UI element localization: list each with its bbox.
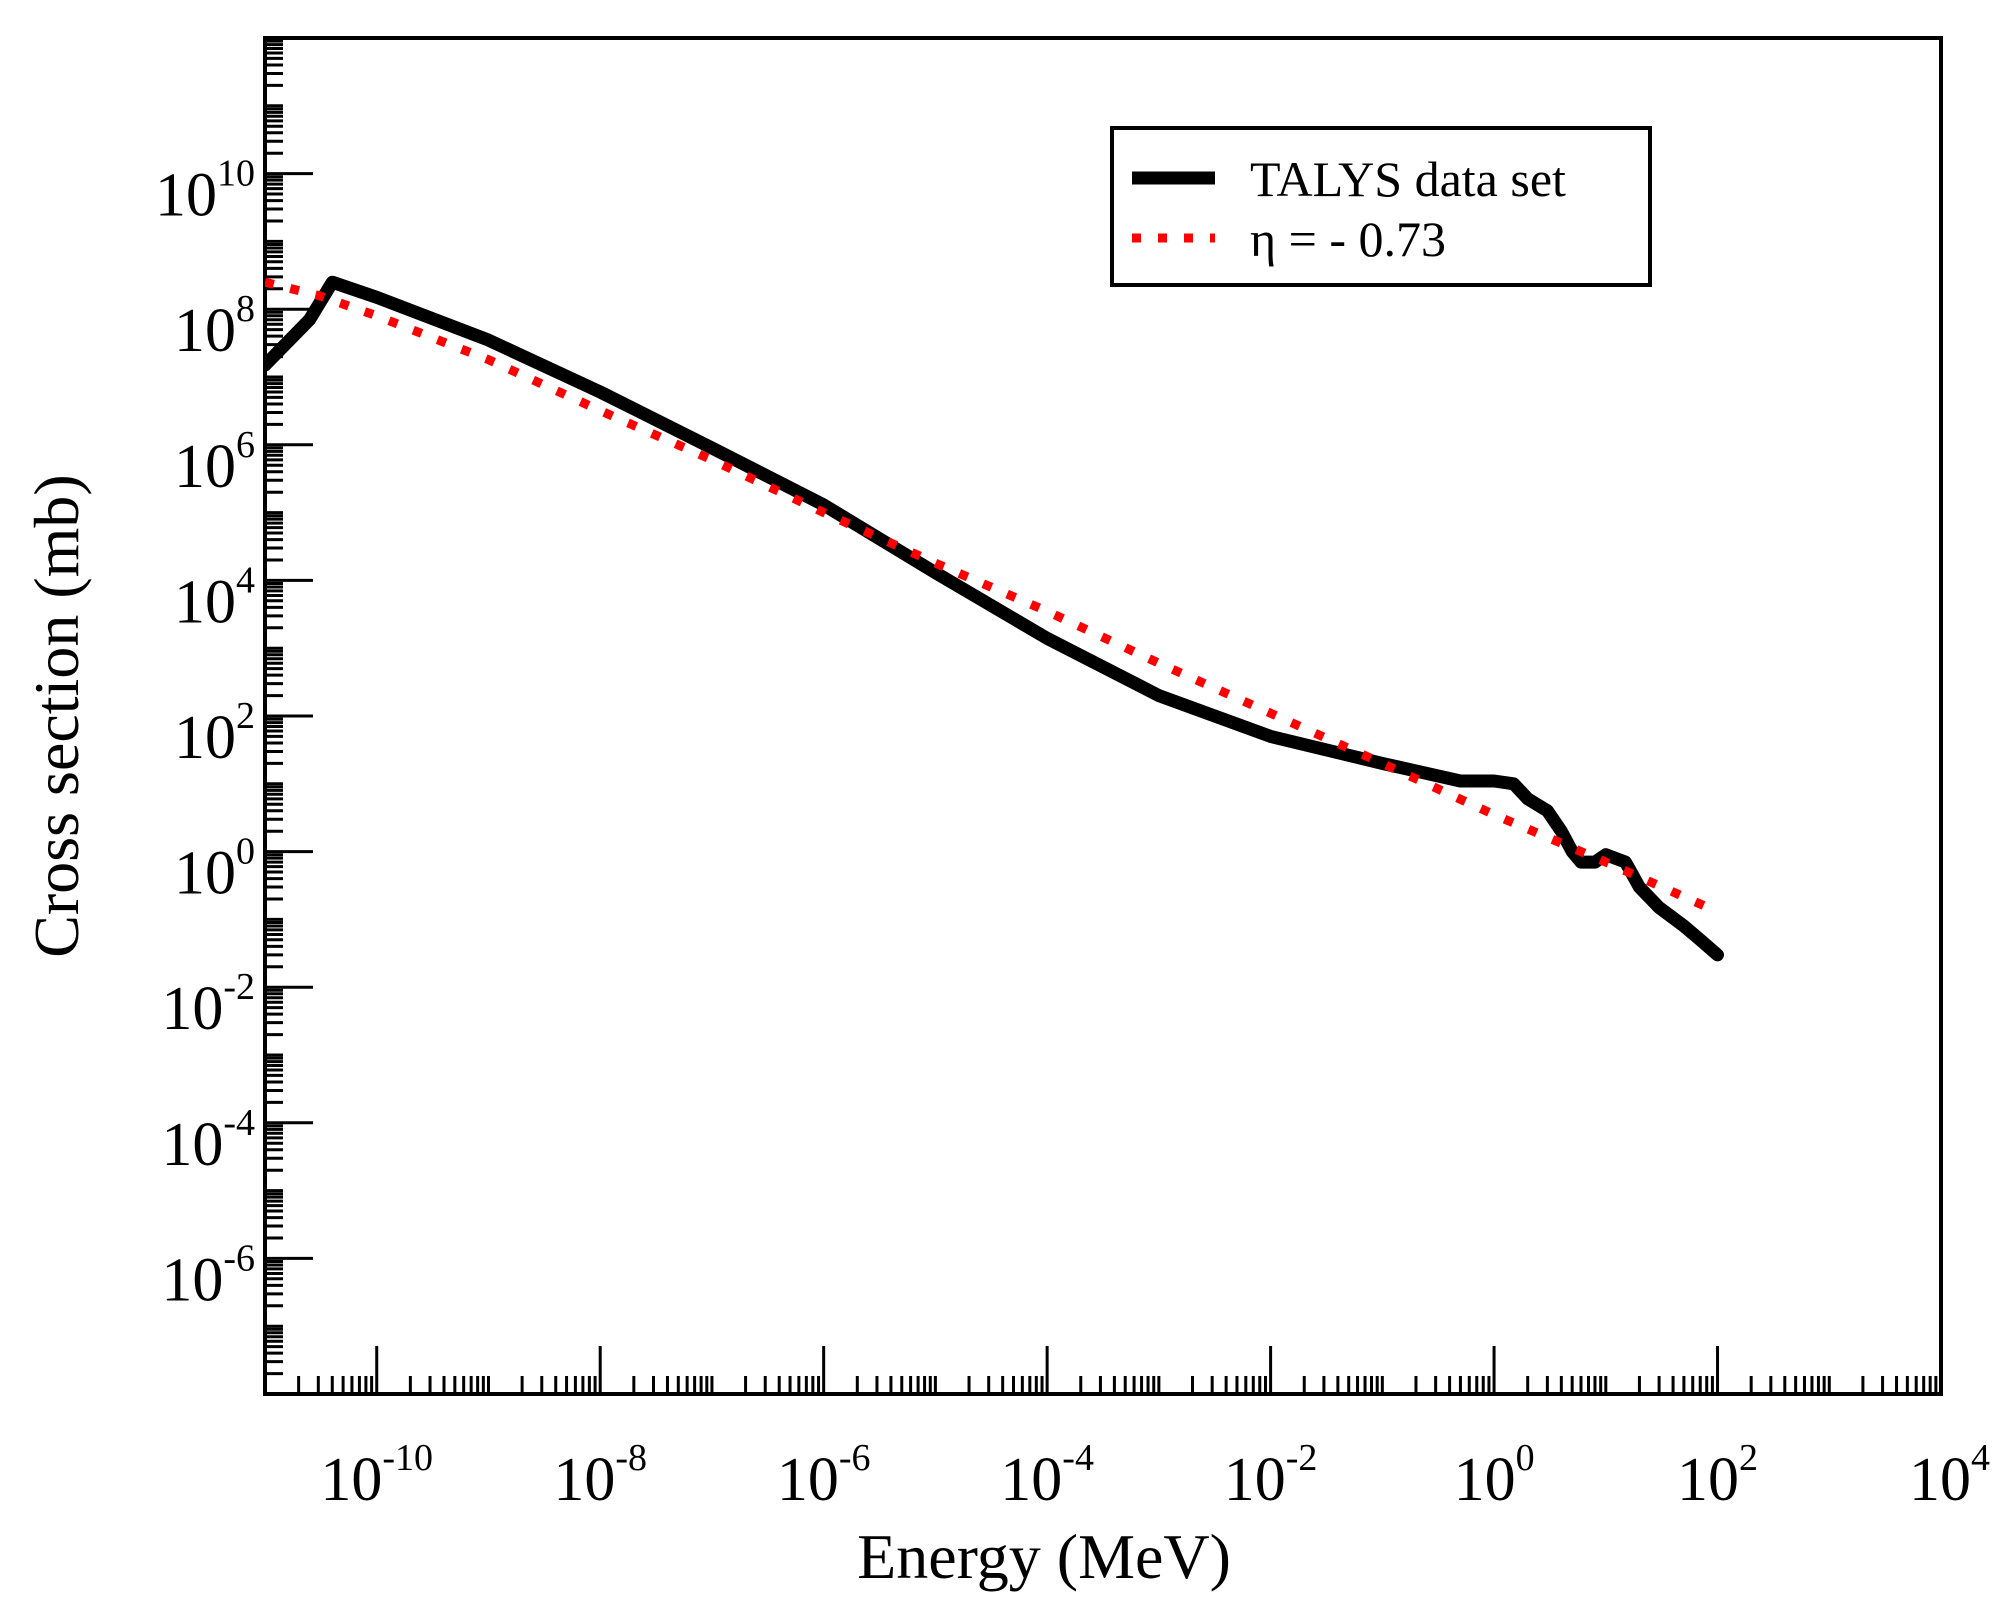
legend-label-talys: TALYS data set: [1250, 151, 1566, 207]
y-tick-label: 108: [174, 288, 255, 365]
y-tick-label: 100: [174, 831, 255, 908]
x-tick-label: 10-10: [320, 1437, 433, 1514]
legend-box: [1110, 126, 1652, 287]
y-tick-label: 10-2: [161, 966, 255, 1043]
y-tick-label: 10-4: [161, 1102, 255, 1179]
x-tick-label: 102: [1677, 1437, 1758, 1514]
x-axis-tick-labels: 10-10 10-8 10-6 10-4 10-2 100 102 104: [320, 1437, 1990, 1514]
x-tick-label: 10-6: [777, 1437, 871, 1514]
y-tick-label: 104: [174, 559, 255, 636]
x-tick-label: 104: [1909, 1437, 1990, 1514]
y-tick-label: 102: [174, 695, 255, 772]
series-layer: [265, 275, 1724, 962]
legend-label-eta: η = - 0.73: [1250, 211, 1446, 267]
y-axis-title: Cross section (mb): [21, 474, 92, 958]
x-tick-label: 10-8: [553, 1437, 647, 1514]
y-tick-label: 10-6: [161, 1237, 255, 1314]
x-axis-ticks: [263, 1346, 1943, 1394]
series-eta-dotted-line: [265, 277, 1720, 916]
x-tick-label: 10-4: [1000, 1437, 1094, 1514]
legend: TALYS data set η = - 0.73: [1110, 126, 1652, 287]
x-tick-label: 10-2: [1224, 1437, 1318, 1514]
x-axis-title: Energy (MeV): [857, 1521, 1231, 1592]
x-tick-label: 100: [1454, 1437, 1535, 1514]
y-axis-tick-labels: 1010 108 106 104 102 100 10-2 10-4 10-6: [155, 153, 255, 1315]
y-tick-label: 1010: [155, 153, 255, 230]
y-tick-label: 106: [174, 424, 255, 501]
